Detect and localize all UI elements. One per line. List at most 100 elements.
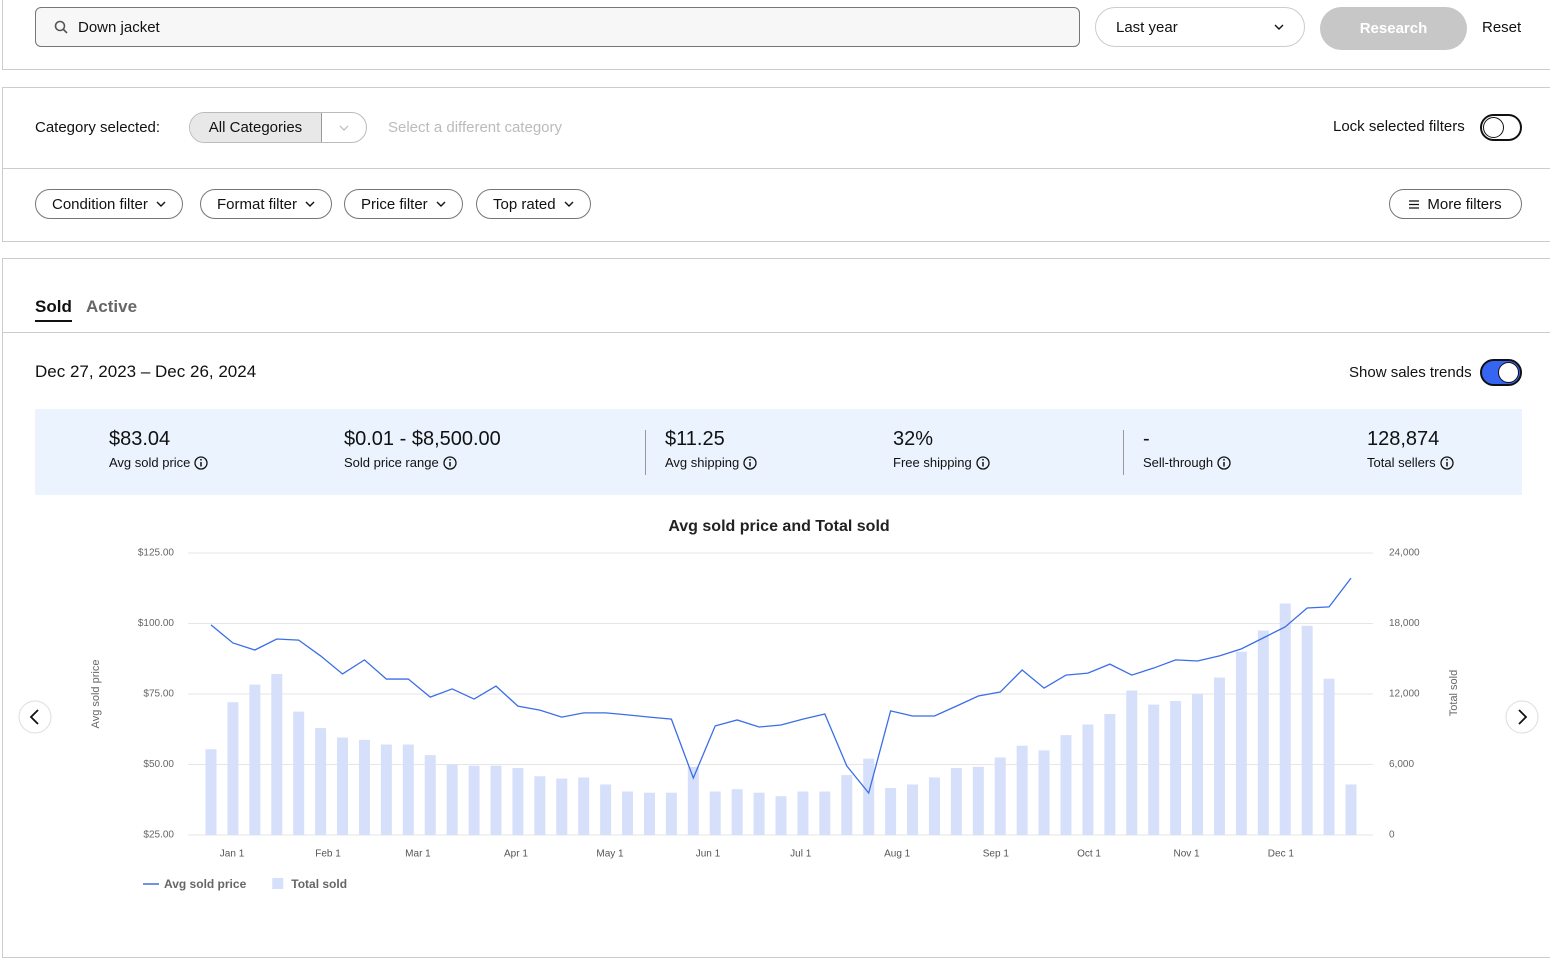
info-icon[interactable] <box>743 455 757 470</box>
next-button[interactable] <box>1505 700 1539 734</box>
bar <box>622 791 634 835</box>
more-filters-button[interactable]: More filters <box>1389 189 1522 219</box>
prev-button[interactable] <box>18 700 52 734</box>
y-tick-label: $25.00 <box>143 830 174 841</box>
category-select[interactable]: All Categories <box>189 112 367 143</box>
bar <box>446 764 458 835</box>
bar <box>1345 784 1357 835</box>
stats-divider <box>1123 430 1124 475</box>
x-tick-label: Nov 1 <box>1174 849 1201 860</box>
y2-tick-label: 0 <box>1389 830 1395 841</box>
bar <box>1235 651 1247 835</box>
info-icon[interactable] <box>443 455 457 470</box>
stat-label: Avg shipping <box>665 455 740 470</box>
category-hint[interactable]: Select a different category <box>388 119 562 136</box>
research-button[interactable]: Research <box>1320 7 1467 50</box>
bar <box>643 792 655 835</box>
search-box[interactable]: Down jacket <box>35 7 1080 47</box>
bar <box>709 791 721 835</box>
search-panel <box>2 0 1550 70</box>
legend-label: Avg sold price <box>164 877 247 891</box>
bar <box>1323 678 1335 835</box>
bar <box>468 765 480 835</box>
date-range: Dec 27, 2023 – Dec 26, 2024 <box>35 362 257 381</box>
y2-tick-label: 18,000 <box>1389 618 1420 629</box>
bar <box>1016 745 1028 835</box>
bar <box>994 757 1006 835</box>
tab-divider <box>2 332 1550 333</box>
info-icon[interactable] <box>976 455 990 470</box>
category-dropdown <box>322 113 366 142</box>
filter-button[interactable]: Condition filter <box>35 189 183 219</box>
filter-label: Top rated <box>493 195 556 213</box>
stat-label: Sell-through <box>1143 455 1214 470</box>
more-filters-label: More filters <box>1427 195 1502 213</box>
category-value: All Categories <box>190 113 322 142</box>
x-tick-label: Aug 1 <box>884 849 911 860</box>
divider <box>2 168 1550 169</box>
lock-toggle[interactable] <box>1480 114 1522 141</box>
trends-toggle[interactable] <box>1480 359 1522 386</box>
y-tick-label: $100.00 <box>138 618 175 629</box>
stat-label: Free shipping <box>893 455 972 470</box>
bar <box>907 784 919 835</box>
bar <box>1038 750 1050 835</box>
stat-value: 32% <box>893 428 934 450</box>
bar <box>928 777 940 835</box>
stat-value: $11.25 <box>665 428 725 450</box>
x-tick-label: Sep 1 <box>983 849 1010 860</box>
filter-button[interactable]: Format filter <box>200 189 333 219</box>
tab-active[interactable]: Active <box>86 297 138 316</box>
bar <box>885 788 897 835</box>
info-icon[interactable] <box>1217 455 1231 470</box>
info-icon[interactable] <box>1439 455 1454 470</box>
search-query: Down jacket <box>78 18 160 36</box>
search-icon <box>54 20 68 34</box>
bar <box>819 791 831 835</box>
stat: 32% Free shipping <box>893 428 990 470</box>
bar <box>1126 690 1138 835</box>
lock-label: Lock selected filters <box>1333 118 1465 135</box>
bar <box>687 766 699 835</box>
legend-swatch <box>272 878 284 889</box>
bar <box>1060 735 1072 835</box>
x-tick-label: Apr 1 <box>504 849 528 860</box>
bar <box>227 702 239 835</box>
bar <box>315 728 327 835</box>
period-select[interactable]: Last year <box>1095 7 1305 47</box>
tab-sold[interactable]: Sold <box>35 297 72 322</box>
x-tick-label: Dec 1 <box>1268 849 1295 860</box>
bar <box>600 784 612 835</box>
filter-button[interactable]: Top rated <box>476 189 591 219</box>
bar <box>950 768 962 835</box>
stat-value: $83.04 <box>109 428 171 450</box>
bar <box>337 737 349 835</box>
x-tick-label: Mar 1 <box>405 849 431 860</box>
filter-button[interactable]: Price filter <box>344 189 463 219</box>
x-tick-label: Jun 1 <box>696 849 721 860</box>
y-tick-label: $75.00 <box>143 689 174 700</box>
stat: - Sell-through <box>1143 428 1231 470</box>
bar <box>512 768 524 835</box>
bar <box>358 739 370 835</box>
bar <box>1082 724 1094 835</box>
info-icon[interactable] <box>194 455 209 470</box>
bar <box>1301 625 1313 835</box>
reset-button[interactable]: Reset <box>1482 19 1522 36</box>
stat-value: - <box>1143 428 1150 450</box>
bar <box>249 684 261 835</box>
bar <box>665 792 677 835</box>
stat: 128,874 Total sellers <box>1367 428 1454 470</box>
chart: Avg sold price and Total sold Avg sold p… <box>18 518 1539 891</box>
legend-label: Total sold <box>291 877 347 891</box>
filter-label: Format filter <box>217 195 298 213</box>
bar <box>1279 603 1291 835</box>
filter-panel <box>2 87 1550 242</box>
filter-label: Price filter <box>361 195 428 213</box>
stat-label: Total sellers <box>1367 455 1436 470</box>
stats-divider <box>645 430 646 475</box>
bar <box>797 791 809 835</box>
stat-value: 128,874 <box>1367 428 1440 450</box>
bar <box>753 792 765 835</box>
